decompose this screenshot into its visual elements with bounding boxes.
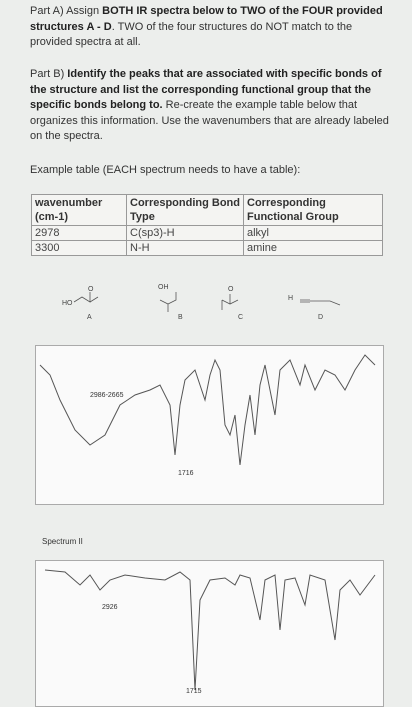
peak-annotation: 1716	[178, 470, 194, 477]
cell: alkyl	[243, 225, 383, 241]
spectrum-2-trace	[44, 569, 376, 691]
atom-label: HO	[62, 300, 73, 307]
atom-label: O	[88, 286, 94, 293]
example-table: wavenumber (cm-1) Corresponding Bond Typ…	[31, 194, 383, 256]
bold-text: Identify the peaks that are associated w…	[30, 68, 382, 111]
text: Re-create the example table below that o…	[30, 99, 389, 142]
structure-label: A	[87, 314, 92, 321]
structure-label: B	[178, 314, 183, 321]
text: . TWO of the four structures do NOT matc…	[30, 20, 353, 49]
text: Part A) Assign	[30, 5, 103, 17]
header: Corresponding Functional Group	[243, 194, 383, 226]
cell: N-H	[126, 240, 244, 256]
structure-label: C	[238, 314, 244, 321]
structure-label: D	[318, 314, 324, 321]
cell: 2978	[31, 225, 127, 241]
text: Part B)	[30, 68, 68, 80]
peak-annotation: 1715	[186, 688, 202, 695]
header-row: wavenumber (cm-1) Corresponding Bond Typ…	[31, 194, 383, 226]
atom-label: H	[288, 295, 294, 302]
header: Corresponding Bond Type	[126, 194, 244, 226]
spectrum-1-trace	[39, 354, 376, 466]
cell: amine	[243, 240, 383, 256]
spectrum-frame	[35, 345, 384, 505]
example-caption: Example table (EACH spectrum needs to ha…	[30, 164, 301, 176]
peak-annotation: 2926	[102, 604, 118, 611]
structures-drawing	[73, 292, 341, 312]
cell: 3300	[31, 240, 127, 256]
spectrum-name: Spectrum II	[42, 537, 83, 546]
atom-label: OH	[158, 284, 169, 291]
row: 3300 N-H amine	[31, 240, 383, 256]
atom-label: O	[228, 286, 234, 293]
part-b: Part B) Identify the peaks that are asso…	[30, 67, 390, 145]
part-a: Part A) Assign BOTH IR spectra below to …	[30, 4, 390, 51]
bold-text: BOTH IR spectra below to TWO of the FOUR…	[30, 5, 383, 33]
peak-annotation: 2986-2665	[90, 392, 124, 399]
header: wavenumber (cm-1)	[31, 194, 127, 226]
row: 2978 C(sp3)-H alkyl	[31, 225, 383, 241]
cell: C(sp3)-H	[126, 225, 244, 241]
